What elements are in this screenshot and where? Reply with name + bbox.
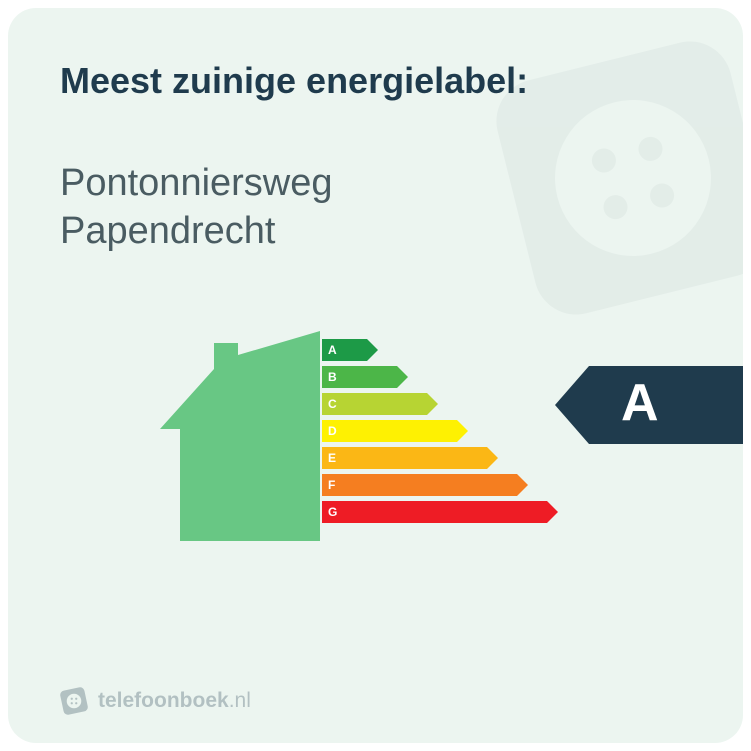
footer-text: telefoonboek.nl bbox=[98, 689, 251, 713]
bar-shape bbox=[322, 474, 528, 496]
bar-label: F bbox=[328, 478, 335, 492]
bar-label: C bbox=[328, 397, 337, 411]
bar-label: G bbox=[328, 505, 337, 519]
badge-label: A bbox=[621, 373, 659, 433]
energy-bar-c: C bbox=[322, 393, 558, 415]
bar-label: A bbox=[328, 343, 337, 357]
house-icon bbox=[160, 331, 320, 541]
energy-bar-f: F bbox=[322, 474, 558, 496]
bar-shape bbox=[322, 447, 498, 469]
energy-chart: ABCDEFG bbox=[160, 325, 691, 575]
energy-bar-a: A bbox=[322, 339, 558, 361]
bar-shape bbox=[322, 501, 558, 523]
energy-bar-e: E bbox=[322, 447, 558, 469]
bar-shape bbox=[322, 420, 468, 442]
energy-bar-d: D bbox=[322, 420, 558, 442]
energy-bar-g: G bbox=[322, 501, 558, 523]
footer-tld: .nl bbox=[229, 689, 251, 712]
bar-label: D bbox=[328, 424, 337, 438]
watermark-icon bbox=[451, 8, 743, 360]
brand-logo-icon bbox=[60, 687, 88, 715]
footer-brand: telefoonboek.nl bbox=[60, 687, 251, 715]
bar-label: B bbox=[328, 370, 337, 384]
energy-bar-b: B bbox=[322, 366, 558, 388]
bar-label: E bbox=[328, 451, 336, 465]
footer-name: telefoonboek bbox=[98, 689, 229, 712]
info-card: Meest zuinige energielabel: Pontonniersw… bbox=[8, 8, 743, 743]
rating-badge: A bbox=[555, 366, 743, 444]
bar-shape bbox=[322, 393, 438, 415]
energy-bars: ABCDEFG bbox=[322, 339, 558, 528]
